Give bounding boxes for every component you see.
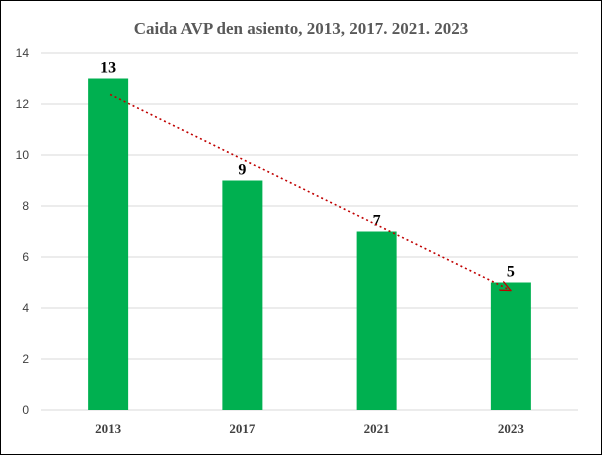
bar-2013 [88,78,129,410]
x-axis-ticks: 2013 2017 2021 2023 [95,421,524,436]
chart-title: Caida AVP den asiento, 2013, 2017. 2021.… [134,19,469,38]
data-labels: 13 9 7 5 [100,60,515,281]
y-tick-label: 8 [22,199,29,213]
data-label: 7 [373,213,381,230]
trend-line [109,93,511,292]
x-tick-label: 2021 [364,421,390,436]
y-tick-label: 4 [22,301,29,315]
y-tick-label: 6 [22,250,29,264]
y-axis-ticks: 0 2 4 6 8 10 12 14 [16,46,30,417]
trend-arrow [109,93,511,292]
x-tick-label: 2013 [95,421,122,436]
bar-2023 [490,282,531,410]
data-label: 9 [238,162,246,179]
y-tick-label: 2 [22,352,29,366]
bar-2021 [356,231,397,410]
data-label: 13 [100,60,116,77]
data-label: 5 [507,264,515,281]
gridlines [41,52,578,411]
y-tick-label: 12 [16,97,30,111]
bar-2017 [222,180,263,410]
y-tick-label: 14 [16,46,30,60]
x-tick-label: 2023 [498,421,525,436]
x-tick-label: 2017 [229,421,256,436]
bars [88,78,531,410]
y-tick-label: 0 [22,403,29,417]
y-tick-label: 10 [16,148,30,162]
